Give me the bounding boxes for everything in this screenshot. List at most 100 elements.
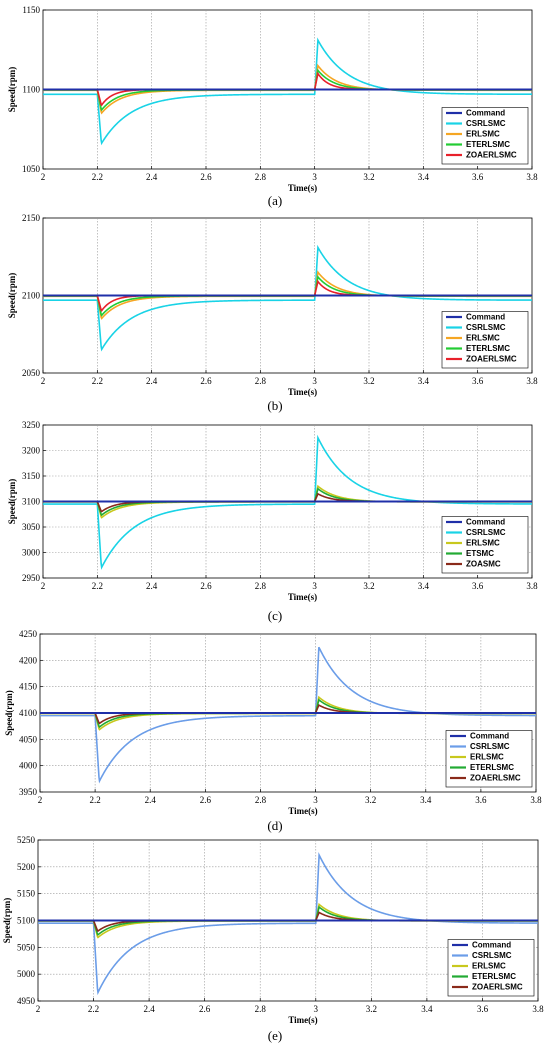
legend-entry: Command — [466, 313, 505, 322]
x-tick-label: 3 — [312, 172, 317, 182]
x-tick-label: 3.4 — [421, 1004, 433, 1014]
series-line-csrlsmc — [43, 434, 532, 570]
series-group — [43, 434, 532, 570]
y-tick-label: 5250 — [17, 835, 36, 845]
x-tick-label: 3.8 — [532, 1004, 544, 1014]
legend-entry: ZOAERLSMC — [466, 151, 517, 160]
x-tick-label: 2.8 — [255, 795, 267, 805]
x-axis-label: Time(s) — [288, 592, 317, 602]
legend-entry: ERLSMC — [470, 753, 504, 762]
legend-entry: ERLSMC — [466, 539, 500, 548]
y-axis-label: Speed(rpm) — [7, 479, 17, 525]
y-tick-label: 3100 — [22, 497, 41, 507]
x-tick-label: 3.4 — [420, 795, 432, 805]
x-tick-label: 2.2 — [92, 172, 103, 182]
legend-entry: ZOAERLSMC — [470, 774, 521, 783]
chart-panel-4: 2 2.2 2.4 2.6 2.8 3 3.2 3.4 3.6 3.8 3950 4000 4050 41… — [4, 629, 542, 833]
panel-caption: (d) — [267, 818, 282, 833]
x-tick-label: 3 — [312, 376, 317, 386]
x-tick-label: 2.8 — [255, 172, 267, 182]
y-tick-label: 2150 — [22, 213, 41, 223]
x-tick-label: 2 — [41, 172, 46, 182]
x-tick-label: 2.2 — [92, 376, 103, 386]
legend-entry: ZOAERLSMC — [472, 983, 523, 992]
legend-entry: CSRLSMC — [466, 323, 506, 332]
y-tick-label: 1050 — [22, 164, 41, 174]
y-axis-label: Speed(rpm) — [7, 273, 17, 319]
x-tick-label: 2.2 — [89, 795, 100, 805]
panel-caption: (c) — [268, 608, 282, 623]
x-tick-label: 3.2 — [366, 1004, 377, 1014]
x-tick-label: 3.2 — [363, 376, 374, 386]
legend-entry: CSRLSMC — [472, 951, 512, 960]
x-tick-label: 3.4 — [418, 172, 430, 182]
legend-entry: Command — [466, 109, 505, 118]
legend-entry: ETERLSMC — [466, 140, 510, 149]
x-axis-label: Time(s) — [288, 183, 317, 193]
x-tick-label: 2.4 — [146, 581, 158, 591]
legend-entry: Command — [472, 941, 511, 950]
y-tick-label: 1150 — [22, 5, 40, 15]
x-tick-label: 2.2 — [92, 581, 103, 591]
y-tick-label: 4050 — [19, 734, 38, 744]
y-tick-label: 5100 — [17, 916, 36, 926]
x-tick-label: 3.6 — [472, 376, 484, 386]
x-tick-label: 2 — [41, 581, 46, 591]
x-tick-label: 3 — [313, 795, 318, 805]
y-tick-label: 5200 — [17, 862, 36, 872]
x-tick-label: 2.2 — [88, 1004, 99, 1014]
x-tick-label: 3.2 — [365, 795, 376, 805]
y-tick-label: 5050 — [17, 942, 36, 952]
x-tick-label: 3.2 — [363, 581, 374, 591]
y-tick-label: 2050 — [22, 368, 41, 378]
x-tick-label: 2.6 — [200, 581, 212, 591]
y-tick-label: 3250 — [22, 420, 41, 430]
x-tick-label: 3.8 — [526, 376, 538, 386]
legend-entry: ERLSMC — [472, 962, 506, 971]
series-line-csrlsmc — [43, 37, 532, 146]
series-line-csrlsmc — [43, 244, 532, 352]
legend-entry: ERLSMC — [466, 334, 500, 343]
x-axis-label: Time(s) — [288, 806, 317, 816]
x-tick-label: 2.8 — [255, 581, 267, 591]
x-tick-label: 2.6 — [200, 795, 212, 805]
legend-entry: CSRLSMC — [470, 742, 510, 751]
panel-caption: (a) — [268, 193, 282, 208]
x-axis-label: Time(s) — [288, 1015, 317, 1025]
legend-entry: ZOASMC — [466, 560, 501, 569]
y-tick-label: 3950 — [19, 787, 38, 797]
legend-entry: CSRLSMC — [466, 119, 506, 128]
x-tick-label: 2.8 — [255, 376, 267, 386]
y-axis-label: Speed(rpm) — [7, 67, 17, 113]
x-tick-label: 2 — [41, 376, 46, 386]
y-tick-label: 4250 — [19, 629, 38, 639]
y-axis-label: Speed(rpm) — [2, 898, 12, 944]
x-tick-label: 3 — [314, 1004, 319, 1014]
x-tick-label: 2.6 — [200, 172, 212, 182]
y-tick-label: 3050 — [22, 522, 41, 532]
panel-caption: (e) — [268, 1028, 282, 1043]
chart-panel-1: 2 2.2 2.4 2.6 2.8 3 3.2 3.4 3.6 3.8 1050 1100 1150 Ti… — [7, 5, 538, 208]
x-tick-label: 2.6 — [199, 1004, 211, 1014]
y-tick-label: 2950 — [22, 573, 41, 583]
series-line-csrlsmc — [38, 851, 538, 996]
y-tick-label: 4950 — [17, 996, 36, 1006]
x-tick-label: 3.8 — [530, 795, 542, 805]
x-tick-label: 3.8 — [526, 172, 538, 182]
y-tick-label: 3000 — [22, 548, 41, 558]
chart-panel-3: 2 2.2 2.4 2.6 2.8 3 3.2 3.4 3.6 3.8 2950 3000 3050 31… — [7, 420, 538, 623]
x-tick-label: 3.4 — [418, 376, 430, 386]
y-tick-label: 2100 — [22, 291, 41, 301]
legend-entry: ETSMC — [466, 549, 494, 558]
legend-entry: Command — [470, 732, 509, 741]
x-tick-label: 3.6 — [475, 795, 487, 805]
series-group — [43, 37, 532, 146]
y-tick-label: 3200 — [22, 446, 41, 456]
legend-entry: ETERLSMC — [470, 763, 514, 772]
